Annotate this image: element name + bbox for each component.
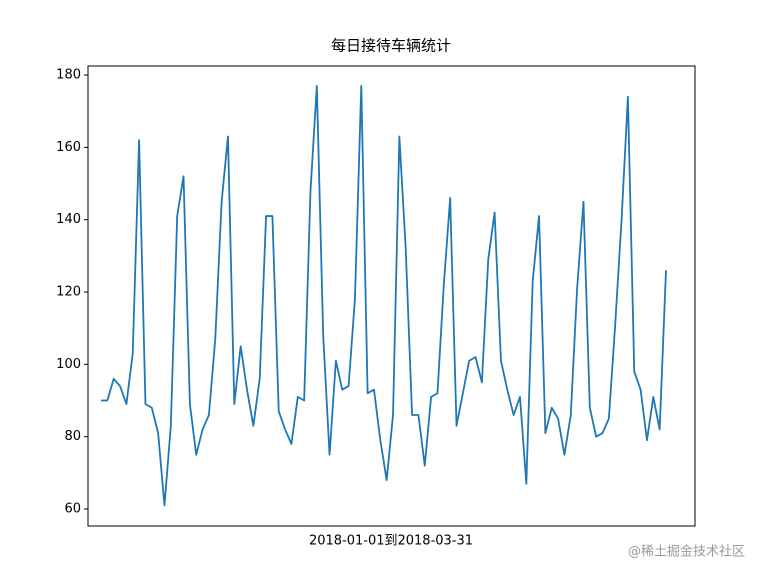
watermark: @稀土掘金技术社区: [628, 544, 745, 560]
axes-frame: [87, 65, 696, 527]
y-tick-label: 120: [56, 285, 81, 300]
y-tick-label: 140: [56, 212, 81, 227]
y-tick-label: 80: [64, 429, 81, 444]
y-tick-label: 160: [56, 140, 81, 155]
y-tick-label: 60: [64, 502, 81, 517]
y-tick-label: 180: [56, 68, 81, 83]
data-line: [101, 84, 667, 507]
x-axis-label: 2018-01-01到2018-03-31: [309, 534, 473, 549]
y-tick-label: 100: [56, 357, 81, 372]
chart-title: 每日接待车辆统计: [331, 37, 451, 55]
